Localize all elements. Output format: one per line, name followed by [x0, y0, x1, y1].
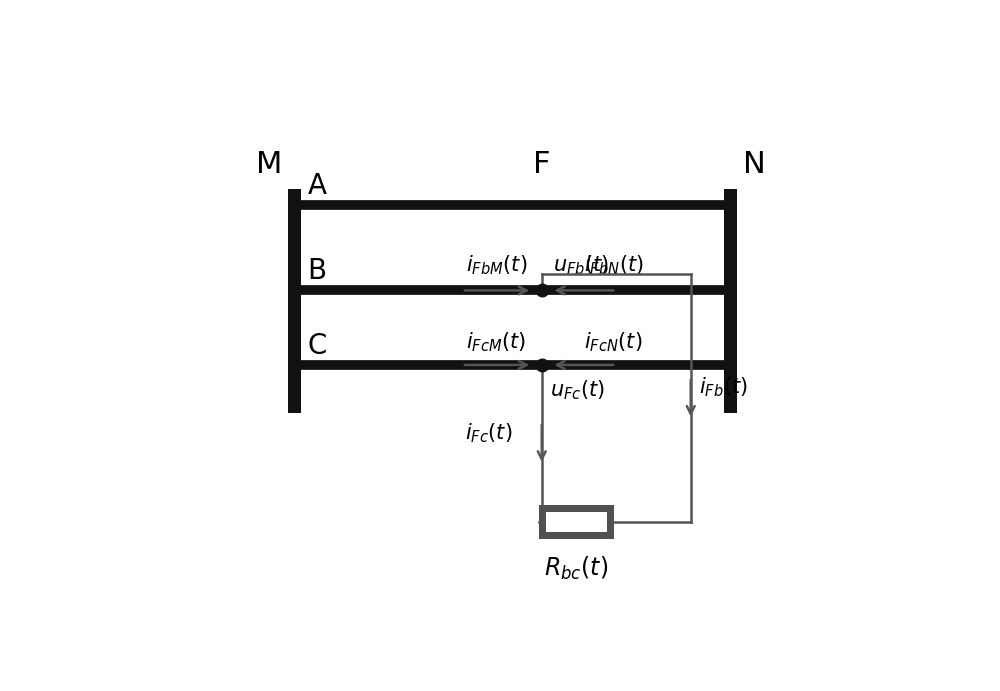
Text: B: B [307, 257, 327, 285]
Text: $i_{FcN}(t)$: $i_{FcN}(t)$ [584, 331, 643, 354]
Text: F: F [533, 150, 551, 179]
Text: A: A [307, 172, 326, 200]
Text: $i_{Fc}(t)$: $i_{Fc}(t)$ [465, 421, 512, 444]
Text: $i_{FbN}(t)$: $i_{FbN}(t)$ [584, 254, 643, 277]
Text: M: M [256, 150, 282, 179]
Text: $i_{FcM}(t)$: $i_{FcM}(t)$ [466, 331, 527, 354]
Text: $R_{bc}(t)$: $R_{bc}(t)$ [544, 555, 608, 583]
Text: N: N [743, 150, 765, 179]
Bar [724, 189, 737, 413]
Bar [546, 511, 607, 532]
Text: $i_{FbM}(t)$: $i_{FbM}(t)$ [466, 254, 527, 277]
Text: $i_{Fb}(t)$: $i_{Fb}(t)$ [699, 376, 747, 399]
Text: $u_{Fb}(t)$: $u_{Fb}(t)$ [553, 254, 610, 277]
Bar [539, 504, 614, 539]
Bar [288, 189, 301, 413]
Text: $u_{Fc}(t)$: $u_{Fc}(t)$ [550, 378, 605, 402]
Text: C: C [307, 332, 327, 359]
